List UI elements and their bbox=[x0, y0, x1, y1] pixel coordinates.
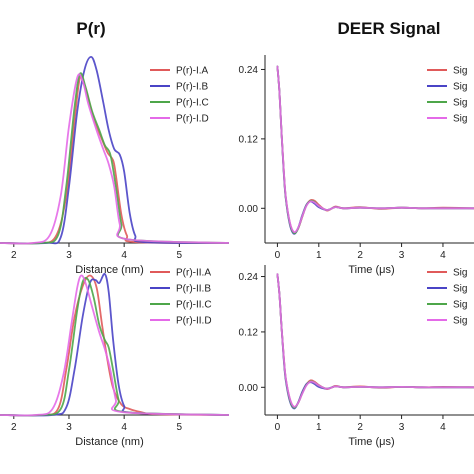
x-tick-label: 2 bbox=[357, 250, 363, 261]
x-axis-label: Distance (nm) bbox=[75, 264, 143, 276]
legend-entry-label: P(r)-II.C bbox=[176, 300, 212, 311]
series-group bbox=[276, 273, 474, 410]
x-tick-label: 4 bbox=[440, 250, 446, 261]
x-tick-label: 4 bbox=[121, 422, 127, 433]
series-line-d bbox=[0, 73, 229, 245]
legend-entry-label: Sig bbox=[453, 284, 467, 295]
x-tick-label: 3 bbox=[399, 250, 405, 261]
series-group bbox=[276, 65, 474, 235]
series-line-d bbox=[0, 274, 229, 417]
y-tick-label: 0.00 bbox=[239, 204, 259, 215]
series-line-b bbox=[0, 55, 229, 245]
x-tick-label: 4 bbox=[121, 250, 127, 261]
legend-entry-label: Sig bbox=[453, 316, 467, 327]
series-line-a bbox=[0, 274, 229, 417]
legend-entry-label: Sig bbox=[453, 300, 467, 311]
legend-entry-label: Sig bbox=[453, 82, 467, 93]
series-group bbox=[0, 273, 229, 417]
series-line-d bbox=[276, 65, 474, 234]
legend-entry-label: Sig bbox=[453, 98, 467, 109]
chart-panel-deer-I: 0 1 2 3 4 Time (μs) 0.24 0.12 0.00 Sig Sig Sig Sig bbox=[239, 55, 474, 276]
y-tick-label: 0.24 bbox=[239, 65, 259, 76]
legend: P(r)-I.A P(r)-I.B P(r)-I.C P(r)-I.D bbox=[150, 66, 209, 125]
x-tick-label: 5 bbox=[177, 422, 183, 433]
x-tick-label: 3 bbox=[66, 250, 72, 261]
x-tick-label: 4 bbox=[440, 422, 446, 433]
x-tick-label: 5 bbox=[177, 250, 183, 261]
legend-entry-label: P(r)-I.D bbox=[176, 114, 209, 125]
legend-entry-label: P(r)-II.D bbox=[176, 316, 212, 327]
left-column-title: P(r) bbox=[76, 19, 105, 38]
series-line-b bbox=[0, 273, 229, 417]
y-tick-label: 0.00 bbox=[239, 383, 259, 394]
legend-entry-label: P(r)-I.A bbox=[176, 66, 209, 77]
legend-entry-label: Sig bbox=[453, 66, 467, 77]
y-tick-label: 0.12 bbox=[239, 327, 259, 338]
series-group bbox=[0, 55, 229, 245]
x-tick-label: 1 bbox=[316, 422, 322, 433]
legend: Sig Sig Sig Sig bbox=[427, 268, 467, 327]
y-tick-label: 0.12 bbox=[239, 134, 259, 145]
x-tick-label: 2 bbox=[357, 422, 363, 433]
legend: P(r)-II.A P(r)-II.B P(r)-II.C P(r)-II.D bbox=[150, 268, 212, 327]
x-tick-label: 1 bbox=[316, 250, 322, 261]
right-column-title: DEER Signal bbox=[338, 19, 441, 38]
chart-panel-deer-II: 0 1 2 3 4 Time (μs) 0.24 0.12 0.00 Sig Sig Sig Sig bbox=[239, 265, 474, 448]
legend-entry-label: P(r)-I.B bbox=[176, 82, 209, 93]
x-tick-label: 3 bbox=[399, 422, 405, 433]
x-tick-label: 0 bbox=[275, 250, 281, 261]
x-axis-label: Distance (nm) bbox=[75, 436, 143, 448]
x-tick-label: 2 bbox=[11, 422, 17, 433]
x-tick-label: 0 bbox=[275, 422, 281, 433]
legend-entry-label: Sig bbox=[453, 268, 467, 279]
series-line-c bbox=[0, 72, 229, 245]
series-line-c bbox=[0, 276, 229, 417]
x-tick-label: 2 bbox=[11, 250, 17, 261]
series-line-d bbox=[276, 273, 474, 408]
x-tick-label: 3 bbox=[66, 422, 72, 433]
legend: Sig Sig Sig Sig bbox=[427, 66, 467, 125]
legend-entry-label: P(r)-I.C bbox=[176, 98, 209, 109]
legend-entry-label: Sig bbox=[453, 114, 467, 125]
x-axis-label: Time (μs) bbox=[348, 264, 394, 276]
legend-entry-label: P(r)-II.A bbox=[176, 268, 211, 279]
legend-entry-label: P(r)-II.B bbox=[176, 284, 211, 295]
x-axis-label: Time (μs) bbox=[348, 436, 394, 448]
y-tick-label: 0.24 bbox=[239, 272, 259, 283]
